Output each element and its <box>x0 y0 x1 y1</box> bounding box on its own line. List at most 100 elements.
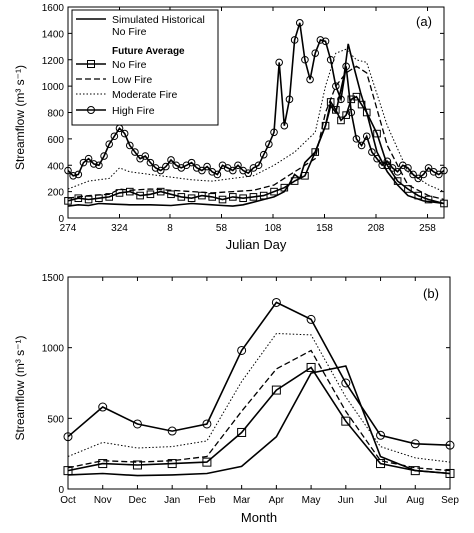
series-a-solid-circle-marker <box>295 19 304 27</box>
series-b-solid-circle-marker <box>306 314 316 324</box>
series-a-solid-circle-marker <box>234 161 242 170</box>
legend-entry-label: Low Fire <box>112 74 152 86</box>
legend-entry-label: Moderate Fire <box>112 89 178 101</box>
panel-label-a: (a) <box>416 14 432 29</box>
x-tick-label-a: 108 <box>265 223 282 234</box>
series-a-solid-square-marker <box>280 183 289 192</box>
legend-box <box>71 9 219 126</box>
series-a-solid-circle-marker <box>342 62 350 71</box>
x-tick-label-b: Nov <box>94 495 112 506</box>
series-a-solid-square-marker <box>239 194 247 203</box>
series-a-solid-circle-marker <box>368 148 376 156</box>
series-a-solid-square-marker <box>177 193 186 201</box>
series-a-solid-square-marker <box>393 177 402 185</box>
x-tick-label-b: May <box>302 495 321 506</box>
series-a-solid-circle-marker <box>79 158 88 167</box>
y-tick-label-a: 0 <box>58 214 64 225</box>
series-a-solid-circle-marker <box>105 140 114 148</box>
series-a-solid-square-marker <box>136 191 144 200</box>
series-a-solid-square-marker <box>347 95 356 104</box>
series-a-solid-square-marker <box>373 129 381 138</box>
series-a-solid-square-marker <box>332 106 340 114</box>
x-tick-label-a: 208 <box>368 223 385 234</box>
x-tick-label-b: Jun <box>338 495 354 506</box>
x-tick-label-a: 274 <box>60 223 77 234</box>
series-a-solid-circle-marker <box>95 161 103 170</box>
series-a-solid-circle-marker <box>306 75 314 84</box>
series-a-solid-circle-marker <box>409 170 417 179</box>
series-a-solid-circle-marker <box>146 158 155 167</box>
panel-b: 0 500 1000 1500 Oct Nov Dec Jan Feb Mar Apr May Jun J… <box>13 273 459 525</box>
series-a-solid-circle-marker <box>162 162 170 171</box>
series-b-solid-square-marker <box>132 460 142 470</box>
x-tick-label-a: 58 <box>216 223 228 234</box>
legend-marker-solid-square <box>87 60 95 68</box>
series-a-solid-square-marker <box>362 108 371 117</box>
series-b-solid-circle-marker <box>167 426 177 436</box>
legend-entry-label: High Fire <box>112 105 155 117</box>
series-a-solid-circle-marker <box>126 141 134 150</box>
x-tick-label-b: Jan <box>164 495 180 506</box>
legend-entry-label: No Fire <box>112 26 147 38</box>
series-a-solid-square-marker <box>218 195 227 204</box>
series-a-solid-square-marker <box>115 189 124 197</box>
series-b-solid-square-marker <box>271 385 281 395</box>
legend-entry-label: Simulated Historical <box>112 14 205 26</box>
series-b-solid-square-marker <box>341 416 351 426</box>
series-b-solid-square-marker <box>410 466 420 476</box>
series-a-solid-circle-marker <box>69 172 77 180</box>
series-a-solid-circle-line <box>67 22 445 180</box>
series-a-solid-square-marker <box>167 190 175 199</box>
x-tick-label-a: 158 <box>316 223 333 234</box>
x-tick-label-b: Feb <box>198 495 216 506</box>
series-a-solid-circle-marker <box>74 170 83 179</box>
x-tick-label-a: 324 <box>111 223 128 234</box>
y-tick-label-b: 1500 <box>42 273 65 284</box>
series-a-solid-square-marker <box>357 100 366 109</box>
x-tick-label-b: Oct <box>60 495 76 506</box>
series-a-solid-circle-marker <box>285 95 294 104</box>
series-a-solid-circle-marker <box>275 58 283 67</box>
series-a-solid-circle-marker <box>198 166 206 175</box>
x-tick-label-b: Sep <box>441 495 459 506</box>
series-b-solid-line <box>67 365 451 477</box>
y-axis-label: Streamflow (m³ s⁻¹) <box>13 65 27 170</box>
y-tick-label-a: 1600 <box>42 3 65 14</box>
series-a-dotted-line <box>67 48 445 193</box>
y-tick-label-a: 400 <box>47 161 64 172</box>
series-a-solid-circle-marker <box>259 150 268 159</box>
series-a-solid-square-marker <box>146 190 155 199</box>
series-a-solid-circle-marker <box>326 55 335 64</box>
series-a-solid-circle-marker <box>404 164 412 172</box>
series-b-solid-circle-marker <box>376 430 386 440</box>
series-a-solid-circle-marker <box>373 154 381 163</box>
series-a-solid-square-marker <box>229 193 237 201</box>
series-a-solid-circle-marker <box>393 168 402 176</box>
series-a-solid-square-marker <box>259 191 268 200</box>
series-a-solid-circle-marker <box>254 161 263 170</box>
series-b-solid-square-marker <box>237 427 247 437</box>
series-a-solid-circle-marker <box>414 174 423 183</box>
series-a-solid-square-marker <box>208 193 217 201</box>
series-b-solid-circle-marker <box>237 345 247 355</box>
series-a-solid-circle-marker <box>156 166 165 175</box>
series-a-solid-square-marker <box>352 92 361 101</box>
series-a-solid-circle-marker <box>424 164 433 172</box>
x-tick-label-a: 258 <box>419 223 436 234</box>
x-tick-label-b: Apr <box>269 495 285 506</box>
series-a-solid-circle-marker <box>244 169 253 177</box>
series-a-solid-square-marker <box>414 191 423 200</box>
series-b-solid-square-marker <box>376 459 386 469</box>
series-a-solid-circle-marker <box>141 152 150 160</box>
y-tick-label-a: 800 <box>47 109 64 120</box>
y-tick-label-b: 500 <box>47 414 64 425</box>
series-b-dotted-line <box>67 332 451 463</box>
series-b-solid-circle-marker <box>98 402 108 412</box>
y-tick-label-a: 600 <box>47 135 64 146</box>
series-a-solid-circle-marker <box>110 132 119 141</box>
x-tick-label-b: Mar <box>233 495 251 506</box>
y-tick-label-a: 200 <box>47 188 64 199</box>
series-a-solid-circle-marker <box>290 36 299 44</box>
series-b-solid-square-marker <box>167 459 177 469</box>
series-b-solid-circle-marker <box>341 378 351 388</box>
